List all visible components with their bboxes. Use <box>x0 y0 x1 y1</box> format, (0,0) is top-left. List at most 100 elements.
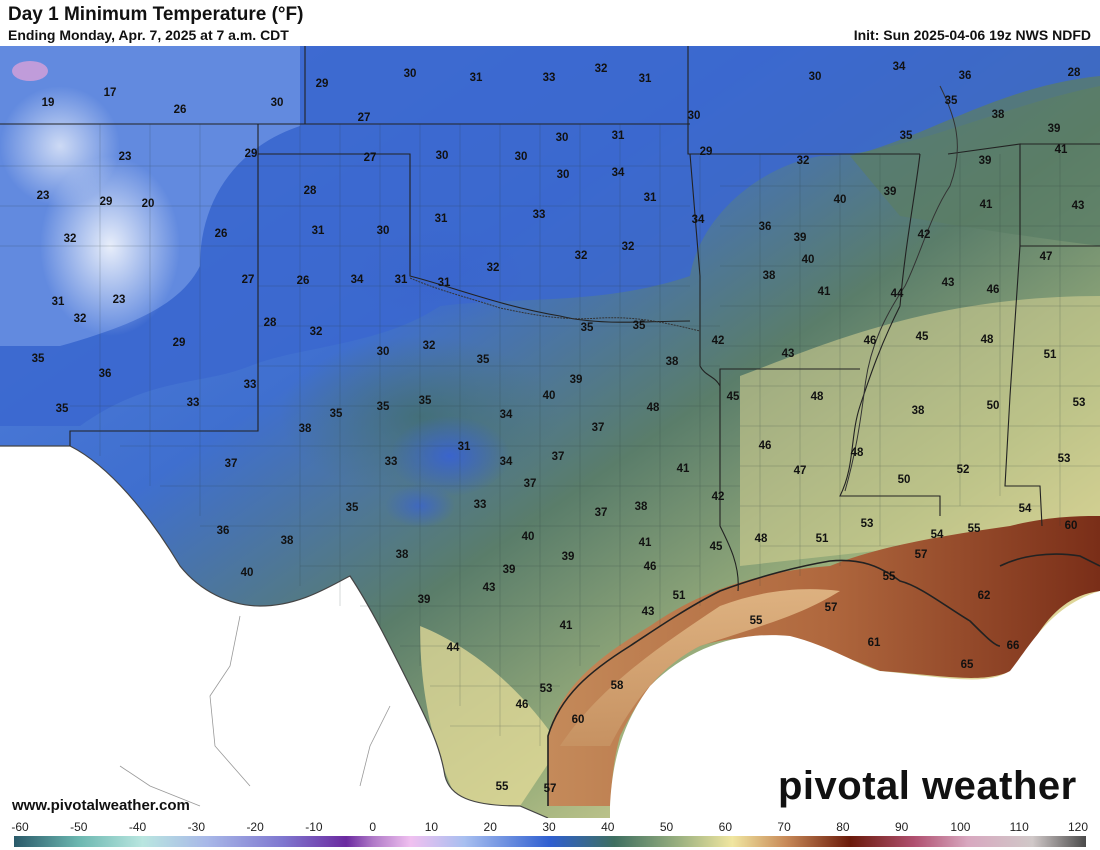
temperature-label: 38 <box>281 535 294 547</box>
state-borders <box>0 46 1100 592</box>
temperature-label: 32 <box>575 250 588 262</box>
temperature-label: 52 <box>957 464 970 476</box>
temperature-label: 37 <box>225 458 238 470</box>
east-warm <box>740 296 1100 566</box>
temperature-label: 46 <box>759 440 772 452</box>
temperature-label: 34 <box>692 214 705 226</box>
temperature-label: 34 <box>500 456 513 468</box>
temperature-label: 42 <box>712 335 725 347</box>
temperature-label: 53 <box>540 683 553 695</box>
temperature-label: 31 <box>52 296 65 308</box>
colorbar-gradient <box>14 836 1086 847</box>
temperature-label: 39 <box>570 374 583 386</box>
temperature-label: 40 <box>802 254 815 266</box>
temperature-label: 62 <box>978 590 991 602</box>
temperature-label: 54 <box>931 529 944 541</box>
temperature-labels: 19 17 26 30 29 30 31 33 32 31 30 30 34 36 28 35 38 39 27 27… <box>32 61 1086 795</box>
temperature-label: 30 <box>809 71 822 83</box>
init-timestamp: Init: Sun 2025-04-06 19z NWS NDFD <box>853 27 1091 43</box>
temperature-label: 57 <box>825 602 838 614</box>
very-cold-spot <box>12 61 48 81</box>
temperature-label: 36 <box>959 70 972 82</box>
temperature-label: 58 <box>611 680 624 692</box>
temperature-label: 33 <box>244 379 257 391</box>
temperature-label: 53 <box>861 518 874 530</box>
temperature-label: 45 <box>710 541 723 553</box>
temperature-map[interactable]: 19 17 26 30 29 30 31 33 32 31 30 30 34 36 28 35 38 39 27 27… <box>0 46 1100 818</box>
temperature-label: 38 <box>912 405 925 417</box>
temperature-label: 29 <box>245 148 258 160</box>
temperature-label: 30 <box>556 132 569 144</box>
map-canvas: 19 17 26 30 29 30 31 33 32 31 30 30 34 36 28 35 38 39 27 27… <box>0 46 1100 818</box>
temperature-label: 36 <box>99 368 112 380</box>
temperature-label: 55 <box>968 523 981 535</box>
temperature-label: 50 <box>987 400 1000 412</box>
temperature-label: 43 <box>942 277 955 289</box>
temperature-label: 38 <box>299 423 312 435</box>
temperature-label: 48 <box>811 391 824 403</box>
temperature-label: 35 <box>477 354 490 366</box>
gulf-warm-water <box>548 516 1100 806</box>
temperature-label: 41 <box>818 286 831 298</box>
colorbar-tick-label: 30 <box>542 820 556 834</box>
temperature-label: 39 <box>418 594 431 606</box>
temperature-label: 60 <box>1065 520 1078 532</box>
temperature-label: 30 <box>688 110 701 122</box>
temperature-label: 39 <box>884 186 897 198</box>
temperature-label: 38 <box>666 356 679 368</box>
temperature-label: 33 <box>187 397 200 409</box>
temperature-label: 53 <box>1058 453 1071 465</box>
temperature-label: 31 <box>639 73 652 85</box>
temperature-label: 27 <box>242 274 255 286</box>
temperature-label: 33 <box>543 72 556 84</box>
temperature-label: 37 <box>552 451 565 463</box>
temperature-label: 46 <box>864 335 877 347</box>
temperature-label: 42 <box>918 229 931 241</box>
temperature-label: 39 <box>794 232 807 244</box>
temperature-label: 40 <box>241 567 254 579</box>
brand-logo: pivotal weather <box>778 764 1077 808</box>
temperature-label: 39 <box>979 155 992 167</box>
temperature-label: 31 <box>395 274 408 286</box>
temperature-label: 40 <box>543 390 556 402</box>
temperature-label: 34 <box>893 61 906 73</box>
temperature-label: 44 <box>891 288 904 300</box>
colorbar-tick-label: 70 <box>777 820 791 834</box>
temperature-label: 30 <box>377 346 390 358</box>
temperature-label: 51 <box>673 590 686 602</box>
temperature-label: 46 <box>516 699 529 711</box>
temperature-label: 32 <box>595 63 608 75</box>
rio-grande-border <box>0 445 549 818</box>
colorbar-tick-label: 50 <box>660 820 674 834</box>
temperature-label: 36 <box>217 525 230 537</box>
colorbar-canvas: -60 -50 -40 -30 -20 -10 0 10 20 30 40 50 60 70 80 90 100… <box>11 820 1088 847</box>
temperature-label: 39 <box>562 551 575 563</box>
temperature-label: 45 <box>727 391 740 403</box>
temperature-label: 27 <box>364 152 377 164</box>
temperature-label: 32 <box>64 233 77 245</box>
temperature-label: 50 <box>898 474 911 486</box>
temperature-label: 38 <box>396 549 409 561</box>
colorbar-tick-label: 0 <box>369 820 376 834</box>
colorbar-tick-label: 110 <box>1010 820 1029 834</box>
temperature-label: 43 <box>642 606 655 618</box>
temperature-label: 48 <box>647 402 660 414</box>
colorbar-tick-label: -20 <box>246 820 264 834</box>
colorbar-tick-label: 40 <box>601 820 615 834</box>
website-url[interactable]: www.pivotalweather.com <box>12 797 190 814</box>
temperature-label: 32 <box>423 340 436 352</box>
colorbar-tick-label: 100 <box>950 820 970 834</box>
temperature-label: 30 <box>436 150 449 162</box>
temperature-label: 46 <box>644 561 657 573</box>
temperature-label: 39 <box>1048 123 1061 135</box>
temperature-label: 57 <box>915 549 928 561</box>
temperature-label: 32 <box>74 313 87 325</box>
temperature-label: 38 <box>635 501 648 513</box>
temperature-label: 28 <box>264 317 277 329</box>
temperature-label: 30 <box>377 225 390 237</box>
mountain-cold-2 <box>0 86 120 206</box>
temperature-label: 41 <box>677 463 690 475</box>
temperature-label: 47 <box>794 465 807 477</box>
temperature-label: 26 <box>174 104 187 116</box>
temperature-label: 32 <box>487 262 500 274</box>
